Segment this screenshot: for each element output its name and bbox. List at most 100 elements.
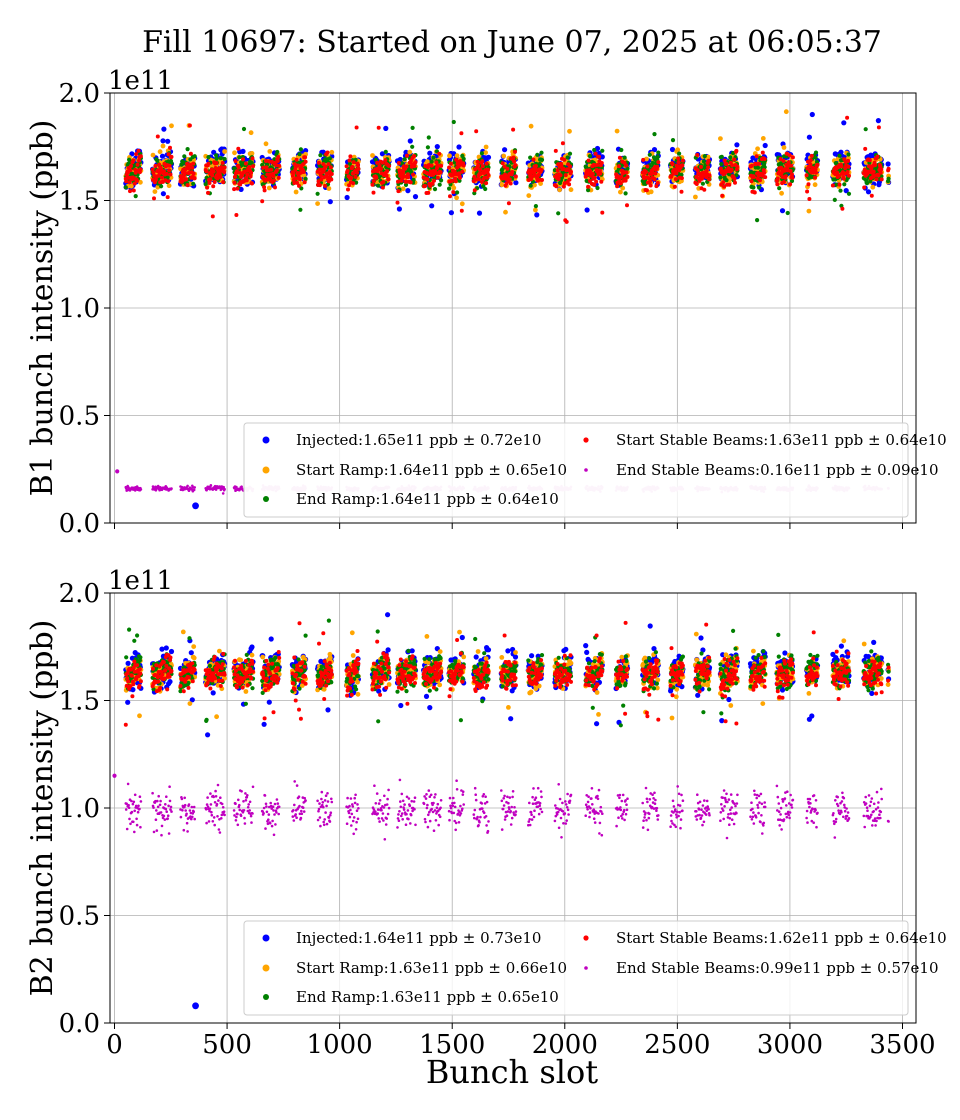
start-stable-point (396, 189, 401, 194)
start-stable-point (560, 141, 565, 146)
injected-point (303, 148, 309, 154)
end-ramp-point (755, 218, 760, 223)
start-stable-point (294, 157, 299, 162)
injected-point (485, 154, 492, 160)
start-stable-point (874, 177, 879, 182)
end-ramp-point (655, 154, 660, 159)
start-stable-point (212, 180, 217, 184)
start-stable-point (871, 169, 876, 174)
start-stable-point (879, 167, 884, 172)
end-ramp-point (426, 135, 431, 140)
start-stable-point (648, 183, 653, 188)
start-ramp-point (157, 149, 163, 155)
start-stable-point (562, 157, 567, 162)
start-ramp-point (528, 123, 534, 129)
y-tick-label: 0.5 (59, 402, 100, 432)
end-stable-point (170, 487, 173, 490)
injected-point (261, 721, 267, 727)
start-stable-point (269, 167, 274, 172)
legend-marker-start-ramp (262, 466, 270, 474)
start-stable-point (568, 164, 572, 169)
injected-point (168, 648, 175, 655)
start-stable-point (167, 168, 172, 173)
end-ramp-point (297, 152, 302, 157)
start-ramp-point (263, 141, 269, 147)
end-ramp-point (535, 152, 540, 157)
start-stable-point (437, 151, 442, 156)
start-ramp-point (160, 143, 166, 149)
start-stable-point (233, 159, 238, 164)
start-stable-point (655, 164, 660, 169)
start-stable-point (879, 177, 884, 182)
end-ramp-point (241, 126, 247, 132)
start-stable-point (438, 170, 443, 175)
end-ramp-point (595, 185, 600, 191)
start-stable-point (863, 146, 868, 151)
start-stable-point (783, 174, 788, 179)
start-stable-point (345, 168, 350, 173)
end-stable-point (223, 487, 226, 491)
start-ramp-point (705, 154, 711, 160)
start-stable-point (813, 175, 818, 180)
end-ramp-point (410, 144, 415, 149)
start-stable-point (349, 176, 354, 180)
start-stable-point (210, 173, 215, 178)
start-stable-point (351, 181, 356, 186)
start-stable-point (155, 134, 160, 139)
start-ramp-point (760, 136, 766, 141)
start-stable-point (426, 190, 431, 195)
start-stable-point (484, 161, 489, 166)
end-ramp-point (777, 186, 782, 191)
start-stable-point (192, 176, 197, 181)
start-stable-point (706, 165, 711, 170)
start-stable-point (775, 182, 780, 187)
start-stable-point (511, 155, 516, 160)
start-stable-point (788, 182, 793, 187)
start-stable-point (476, 163, 481, 168)
start-ramp-point (648, 189, 654, 195)
end-ramp-point (133, 194, 138, 199)
start-ramp-point (249, 151, 255, 156)
start-stable-point (386, 177, 391, 182)
start-stable-point (656, 160, 661, 165)
start-stable-point (845, 170, 850, 174)
injected-point (502, 147, 508, 153)
start-stable-point (457, 175, 462, 180)
start-stable-point (679, 189, 684, 194)
end-ramp-point (677, 151, 682, 156)
start-ramp-point (454, 153, 460, 159)
end-ramp-point (838, 188, 843, 193)
start-ramp-point (407, 149, 413, 155)
start-stable-point (508, 181, 513, 186)
start-stable-point (619, 175, 624, 180)
end-ramp-point (592, 147, 597, 153)
end-ramp-point (165, 175, 170, 180)
start-ramp-point (329, 149, 335, 155)
start-stable-point (862, 185, 867, 190)
start-stable-point (558, 173, 563, 178)
start-stable-point (460, 169, 465, 174)
start-stable-point (695, 153, 700, 157)
start-stable-point (599, 179, 604, 184)
legend-marker-end-ramp (263, 496, 269, 502)
end-stable-point (192, 488, 196, 492)
start-stable-point (317, 160, 321, 165)
legend-entry-injected: Injected:1.65e11 ppb ± 0.72e10 (296, 431, 541, 449)
end-ramp-point (403, 182, 409, 187)
legend-entry-end-ramp: End Ramp:1.64e11 ppb ± 0.64e10 (296, 490, 559, 508)
end-ramp-point (192, 154, 197, 159)
start-stable-point (623, 178, 628, 183)
start-stable-point (138, 167, 143, 172)
start-stable-point (592, 175, 597, 180)
start-stable-point (790, 155, 795, 160)
end-ramp-point (206, 155, 211, 160)
start-stable-point (412, 154, 417, 159)
end-ramp-point (846, 152, 851, 157)
start-stable-point (475, 159, 480, 164)
start-stable-point (507, 177, 512, 182)
start-stable-point (694, 182, 699, 186)
start-stable-point (168, 172, 173, 177)
end-ramp-point (318, 153, 323, 158)
end-ramp-point (483, 186, 488, 192)
start-stable-point (413, 160, 418, 165)
